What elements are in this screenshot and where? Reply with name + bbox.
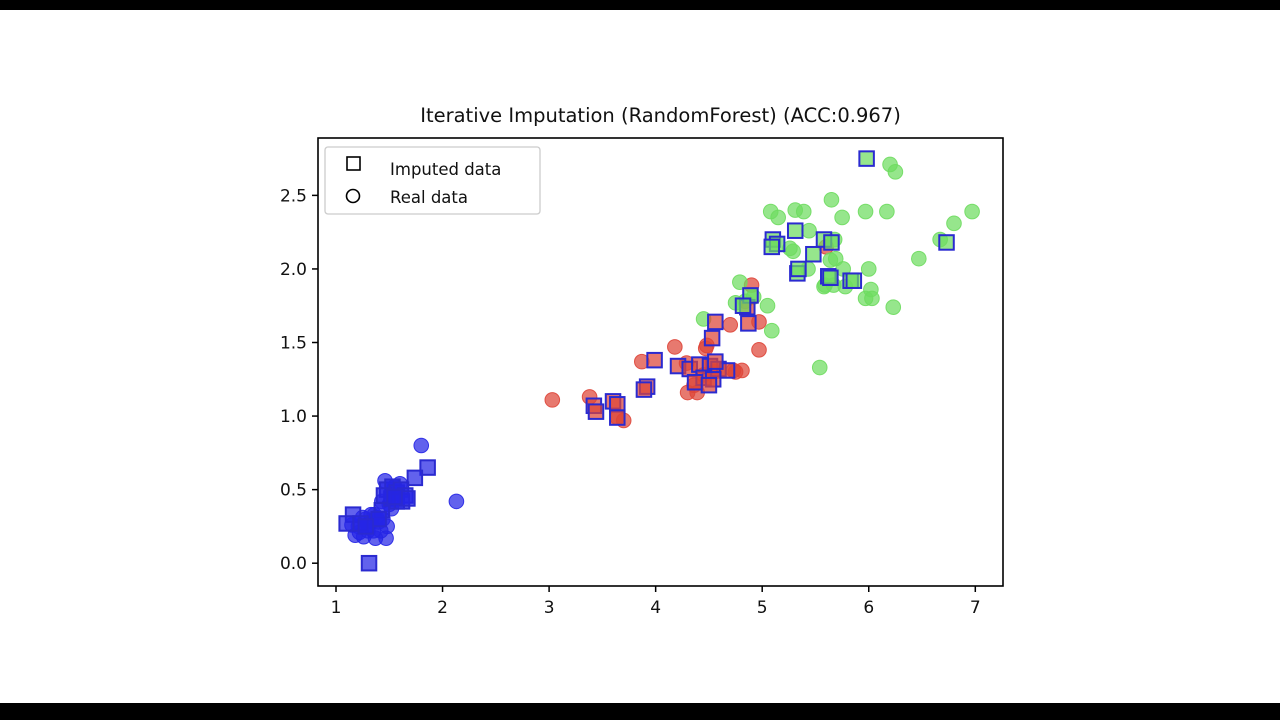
x-tick-label: 7 <box>970 598 981 618</box>
scatter-point-real <box>946 215 962 232</box>
scatter-point-imputed <box>703 329 721 347</box>
scatter-point-imputed <box>386 488 403 506</box>
x-tick-label: 2 <box>437 598 448 618</box>
scatter-point-real <box>823 191 840 208</box>
scatter-point-imputed <box>740 315 757 332</box>
scatter-point-imputed <box>790 260 807 278</box>
legend-square-marker-icon <box>346 156 361 171</box>
scatter-point-imputed <box>845 272 863 289</box>
scatter-point-real <box>544 392 561 408</box>
x-tick-label: 4 <box>650 598 661 618</box>
x-tick-label: 3 <box>544 598 555 618</box>
legend-label-imputed: Imputed data <box>390 160 501 179</box>
y-tick-label: 1.0 <box>280 407 307 427</box>
scatter-point-imputed <box>734 297 752 314</box>
y-tick-label: 2.0 <box>280 260 307 280</box>
y-tick-label: 0.5 <box>280 481 307 501</box>
scatter-point-real <box>413 437 430 454</box>
scatter-point-real <box>759 297 776 314</box>
scatter-point-imputed <box>686 373 704 391</box>
scatter-point-real <box>860 261 877 277</box>
scatter-point-real <box>885 299 902 315</box>
scatter-point-real <box>795 203 812 220</box>
legend-box <box>324 146 541 215</box>
chart-title: Iterative Imputation (RandomForest) (ACC… <box>420 104 901 127</box>
scatter-point-real <box>732 274 748 290</box>
scatter-points <box>338 150 980 572</box>
scatter-point-imputed <box>823 234 840 251</box>
scatter-point-imputed <box>338 515 355 532</box>
scatter-point-imputed <box>858 150 875 167</box>
scatter-point-imputed <box>406 469 424 487</box>
letterbox-top <box>0 0 1280 10</box>
scatter-point-imputed <box>609 409 626 426</box>
legend-label-real: Real data <box>390 188 468 207</box>
scatter-point-imputed <box>938 234 955 251</box>
scatter-point-real <box>887 164 904 180</box>
scatter-point-imputed <box>707 313 724 331</box>
scatter-point-real <box>801 222 817 239</box>
axis-ticks: 1 2 3 4 5 6 7 0.0 0.5 1.0 1.5 2.0 2.5 <box>280 186 981 618</box>
y-tick-label: 0.0 <box>280 554 307 574</box>
scatter-point-real <box>964 203 980 220</box>
x-tick-label: 6 <box>863 598 874 618</box>
scatter-point-real <box>879 203 895 220</box>
scatter-point-real <box>763 322 780 339</box>
y-tick-label: 1.5 <box>280 334 307 354</box>
scatter-point-imputed <box>587 403 605 420</box>
scatter-point-imputed <box>646 351 663 369</box>
scatter-point-imputed <box>635 381 653 398</box>
scatter-point-imputed <box>360 554 378 572</box>
scatter-point-real <box>911 250 927 267</box>
scatter-point-real <box>751 342 767 358</box>
scatter-point-imputed <box>419 459 436 476</box>
letterbox-bottom <box>0 703 1280 720</box>
scatter-point-real <box>448 493 465 510</box>
x-tick-label: 1 <box>331 598 342 618</box>
y-tick-label: 2.5 <box>280 186 307 206</box>
legend: Imputed data Real data <box>324 146 541 215</box>
scatter-point-real <box>857 203 874 220</box>
scatter-point-real <box>864 290 880 307</box>
legend-circle-marker-icon <box>345 188 361 204</box>
plot-border <box>317 137 1004 587</box>
scatter-point-real <box>811 359 828 376</box>
scatter-point-real <box>667 339 683 355</box>
scatter-point-imputed <box>805 245 822 263</box>
scatter-point-imputed <box>763 238 781 256</box>
scatter-point-imputed <box>700 376 718 394</box>
scatter-point-real <box>834 209 850 226</box>
scatter-point-imputed <box>357 518 375 535</box>
scatter-point-real <box>722 317 739 333</box>
scatter-point-imputed <box>786 222 804 239</box>
scatter-point-imputed <box>822 269 839 287</box>
scatter-point-real <box>770 209 786 226</box>
x-tick-label: 5 <box>757 598 768 618</box>
scatter-point-imputed <box>707 353 724 370</box>
